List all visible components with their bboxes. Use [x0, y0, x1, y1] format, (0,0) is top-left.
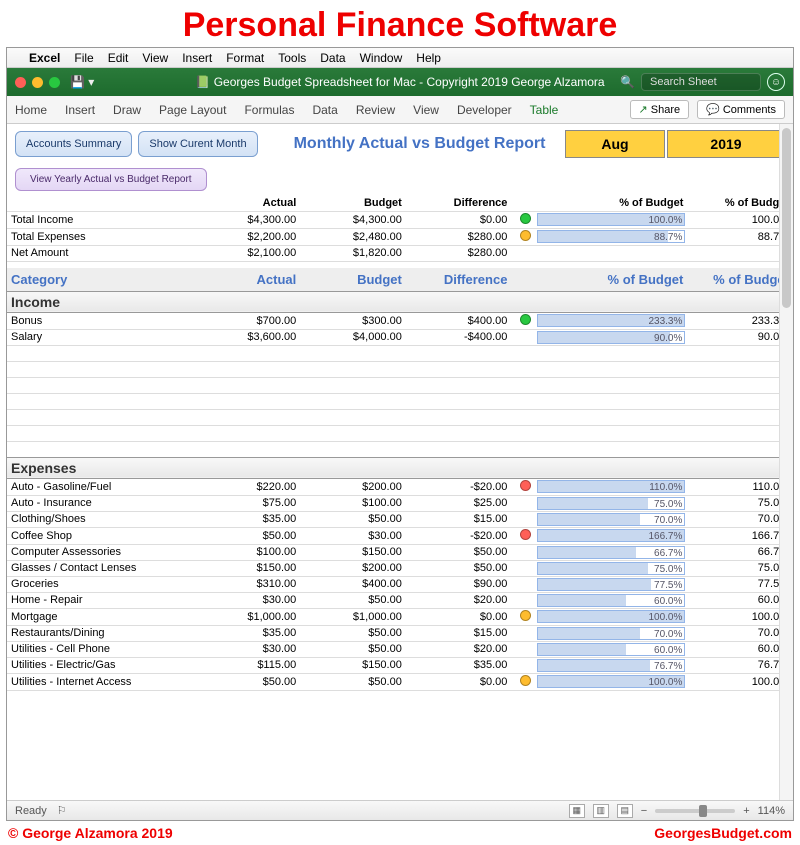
table-row: Utilities - Internet Access $50.00 $50.0…	[7, 673, 793, 690]
menu-file[interactable]: File	[74, 51, 93, 65]
accounts-summary-button[interactable]: Accounts Summary	[15, 131, 132, 157]
tab-page-layout[interactable]: Page Layout	[159, 103, 226, 117]
zoom-out-icon[interactable]: −	[641, 805, 647, 817]
status-dot	[520, 529, 531, 540]
status-dot	[520, 480, 531, 491]
share-button[interactable]: ↗Share	[630, 100, 690, 119]
table-row: Salary $3,600.00 $4,000.00 -$400.00 90.0…	[7, 329, 793, 345]
search-input[interactable]: Search Sheet	[641, 73, 761, 91]
mac-menubar: Excel File Edit View Insert Format Tools Data Wi…	[7, 48, 793, 68]
site-link[interactable]: GeorgesBudget.com	[654, 825, 792, 841]
window-titlebar: 💾 ▾ 📗 Georges Budget Spreadsheet for Mac…	[7, 68, 793, 96]
year-selector[interactable]: 2019	[667, 130, 785, 158]
vertical-scrollbar[interactable]	[779, 124, 793, 800]
table-row: Utilities - Electric/Gas $115.00 $150.00…	[7, 657, 793, 673]
table-row: Home - Repair $30.00 $50.00 $20.00 60.0%…	[7, 592, 793, 608]
copyright-text: © George Alzamora 2019	[8, 825, 173, 841]
share-icon: ↗	[639, 103, 648, 116]
zoom-icon[interactable]	[49, 77, 60, 88]
zoom-level[interactable]: 114%	[758, 805, 785, 817]
menu-help[interactable]: Help	[416, 51, 441, 65]
zoom-slider[interactable]	[655, 809, 735, 813]
table-row: Groceries $310.00 $400.00 $90.00 77.5% 7…	[7, 576, 793, 592]
minimize-icon[interactable]	[32, 77, 43, 88]
close-icon[interactable]	[15, 77, 26, 88]
comment-icon: 💬	[706, 103, 720, 116]
table-row: Net Amount $2,100.00 $1,820.00 $280.00	[7, 245, 793, 261]
show-current-month-button[interactable]: Show Curent Month	[138, 131, 257, 157]
zoom-in-icon[interactable]: +	[743, 805, 749, 817]
status-dot	[520, 675, 531, 686]
accessibility-icon[interactable]: ⚐	[57, 804, 67, 817]
search-icon: 🔍	[620, 75, 635, 89]
tab-home[interactable]: Home	[15, 103, 47, 117]
status-dot	[520, 610, 531, 621]
comments-button[interactable]: 💬Comments	[697, 100, 785, 119]
page-break-icon[interactable]: ▤	[617, 804, 633, 818]
page-footer: © George Alzamora 2019 GeorgesBudget.com	[0, 821, 800, 845]
table-row: Restaurants/Dining $35.00 $50.00 $15.00 …	[7, 625, 793, 641]
table-row: Computer Assessories $100.00 $150.00 $50…	[7, 544, 793, 560]
table-row: Auto - Insurance $75.00 $100.00 $25.00 7…	[7, 495, 793, 511]
table-row: Total Income $4,300.00 $4,300.00 $0.00 1…	[7, 211, 793, 228]
menu-data[interactable]: Data	[320, 51, 345, 65]
table-row: Coffee Shop $50.00 $30.00 -$20.00 166.7%…	[7, 527, 793, 544]
menu-format[interactable]: Format	[226, 51, 264, 65]
table-row: Utilities - Cell Phone $30.00 $50.00 $20…	[7, 641, 793, 657]
table-row: Clothing/Shoes $35.00 $50.00 $15.00 70.0…	[7, 511, 793, 527]
window-title: 📗 Georges Budget Spreadsheet for Mac - C…	[195, 75, 604, 89]
menu-insert[interactable]: Insert	[182, 51, 212, 65]
tab-review[interactable]: Review	[356, 103, 395, 117]
report-title: Monthly Actual vs Budget Report	[294, 135, 546, 153]
page-title: Personal Finance Software	[0, 0, 800, 47]
status-dot	[520, 230, 531, 241]
status-dot	[520, 314, 531, 325]
menu-window[interactable]: Window	[360, 51, 403, 65]
menu-tools[interactable]: Tools	[278, 51, 306, 65]
tab-table[interactable]: Table	[530, 103, 559, 117]
tab-view[interactable]: View	[413, 103, 439, 117]
menu-view[interactable]: View	[142, 51, 168, 65]
save-button[interactable]: 💾 ▾	[70, 75, 94, 89]
yearly-report-button[interactable]: View Yearly Actual vs Budget Report	[15, 168, 207, 191]
worksheet: Accounts Summary Show Curent Month Month…	[7, 124, 793, 820]
tab-data[interactable]: Data	[312, 103, 337, 117]
status-bar: Ready ⚐ ▦ ▥ ▤ − + 114%	[7, 800, 793, 820]
feedback-icon[interactable]: ☺	[767, 73, 785, 91]
summary-table: ActualBudgetDifference% of Budget% of Bu…	[7, 195, 793, 262]
traffic-lights	[15, 77, 60, 88]
tab-draw[interactable]: Draw	[113, 103, 141, 117]
menu-excel[interactable]: Excel	[29, 51, 60, 65]
table-row: Mortgage $1,000.00 $1,000.00 $0.00 100.0…	[7, 608, 793, 625]
app-window: Excel File Edit View Insert Format Tools Data Wi…	[6, 47, 794, 821]
tab-insert[interactable]: Insert	[65, 103, 95, 117]
tab-developer[interactable]: Developer	[457, 103, 512, 117]
tab-formulas[interactable]: Formulas	[244, 103, 294, 117]
table-row: Auto - Gasoline/Fuel $220.00 $200.00 -$2…	[7, 478, 793, 495]
month-selector[interactable]: Aug	[565, 130, 665, 158]
category-table: CategoryActualBudgetDifference% of Budge…	[7, 268, 793, 691]
page-layout-icon[interactable]: ▥	[593, 804, 609, 818]
table-row: Glasses / Contact Lenses $150.00 $200.00…	[7, 560, 793, 576]
ribbon-tabs: Home Insert Draw Page Layout Formulas Data Rev…	[7, 96, 793, 124]
status-dot	[520, 213, 531, 224]
menu-edit[interactable]: Edit	[108, 51, 129, 65]
status-ready: Ready	[15, 805, 47, 817]
table-row: Bonus $700.00 $300.00 $400.00 233.3% 233…	[7, 312, 793, 329]
normal-view-icon[interactable]: ▦	[569, 804, 585, 818]
table-row: Total Expenses $2,200.00 $2,480.00 $280.…	[7, 228, 793, 245]
